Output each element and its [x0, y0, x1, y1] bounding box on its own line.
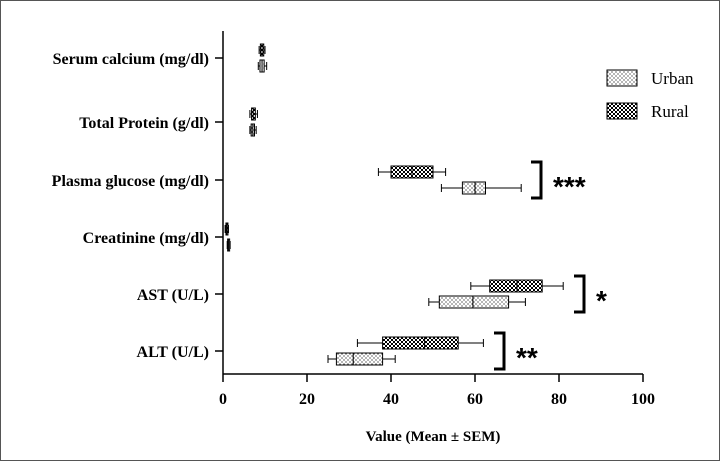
box-rural — [470, 279, 564, 293]
category-label: ALT (U/L) — [137, 344, 209, 361]
box-rural — [377, 165, 447, 179]
x-tick-label: 80 — [551, 391, 567, 408]
category-label: Plasma glucose (mg/dl) — [52, 173, 209, 190]
box-urban — [226, 238, 231, 252]
bracket-line — [494, 331, 506, 371]
box-urban — [428, 295, 526, 309]
x-tick-label: 0 — [219, 391, 227, 408]
legend: Urban Rural — [606, 69, 694, 121]
legend-item-urban: Urban — [606, 69, 694, 88]
significance-bracket: * — [574, 274, 607, 316]
x-tick-label: 60 — [467, 391, 483, 408]
category-label: Creatinine (mg/dl) — [83, 230, 209, 247]
box-rural — [224, 222, 229, 236]
box-iqr — [489, 279, 543, 293]
box-rural — [258, 43, 266, 57]
box-urban — [257, 59, 268, 73]
x-tick-label: 100 — [631, 391, 655, 408]
bracket-line — [574, 274, 586, 314]
bracket-line — [531, 160, 543, 200]
axes: 0 20 40 60 80 100 Value (Mean ± SEM) — [215, 31, 655, 445]
legend-swatch — [606, 69, 638, 87]
boxes — [224, 43, 564, 366]
box-rural — [249, 107, 258, 121]
box-urban — [327, 352, 396, 366]
box-rural — [356, 336, 484, 350]
significance-bracket: *** — [531, 160, 586, 202]
box-urban — [249, 123, 257, 137]
significance-annotations: ****** — [494, 160, 607, 373]
box-iqr — [461, 181, 486, 195]
category-label: Serum calcium (mg/dl) — [53, 51, 209, 68]
x-axis-title: Value (Mean ± SEM) — [366, 429, 501, 445]
significance-label: ** — [516, 342, 538, 373]
x-tick-label: 40 — [383, 391, 399, 408]
significance-label: * — [596, 285, 607, 316]
x-tick-label: 20 — [299, 391, 315, 408]
box-urban — [440, 181, 522, 195]
box-iqr — [438, 295, 510, 309]
legend-label: Rural — [651, 102, 689, 121]
box-iqr — [335, 352, 384, 366]
legend-label: Urban — [651, 69, 694, 88]
legend-swatch — [606, 102, 638, 120]
category-label: AST (U/L) — [137, 287, 209, 304]
significance-bracket: ** — [494, 331, 538, 373]
category-labels: Serum calcium (mg/dl) Total Protein (g/dl… — [52, 51, 209, 361]
legend-item-rural: Rural — [606, 102, 689, 121]
box-iqr — [382, 336, 459, 350]
category-label: Total Protein (g/dl) — [79, 115, 209, 132]
significance-label: *** — [553, 171, 586, 202]
